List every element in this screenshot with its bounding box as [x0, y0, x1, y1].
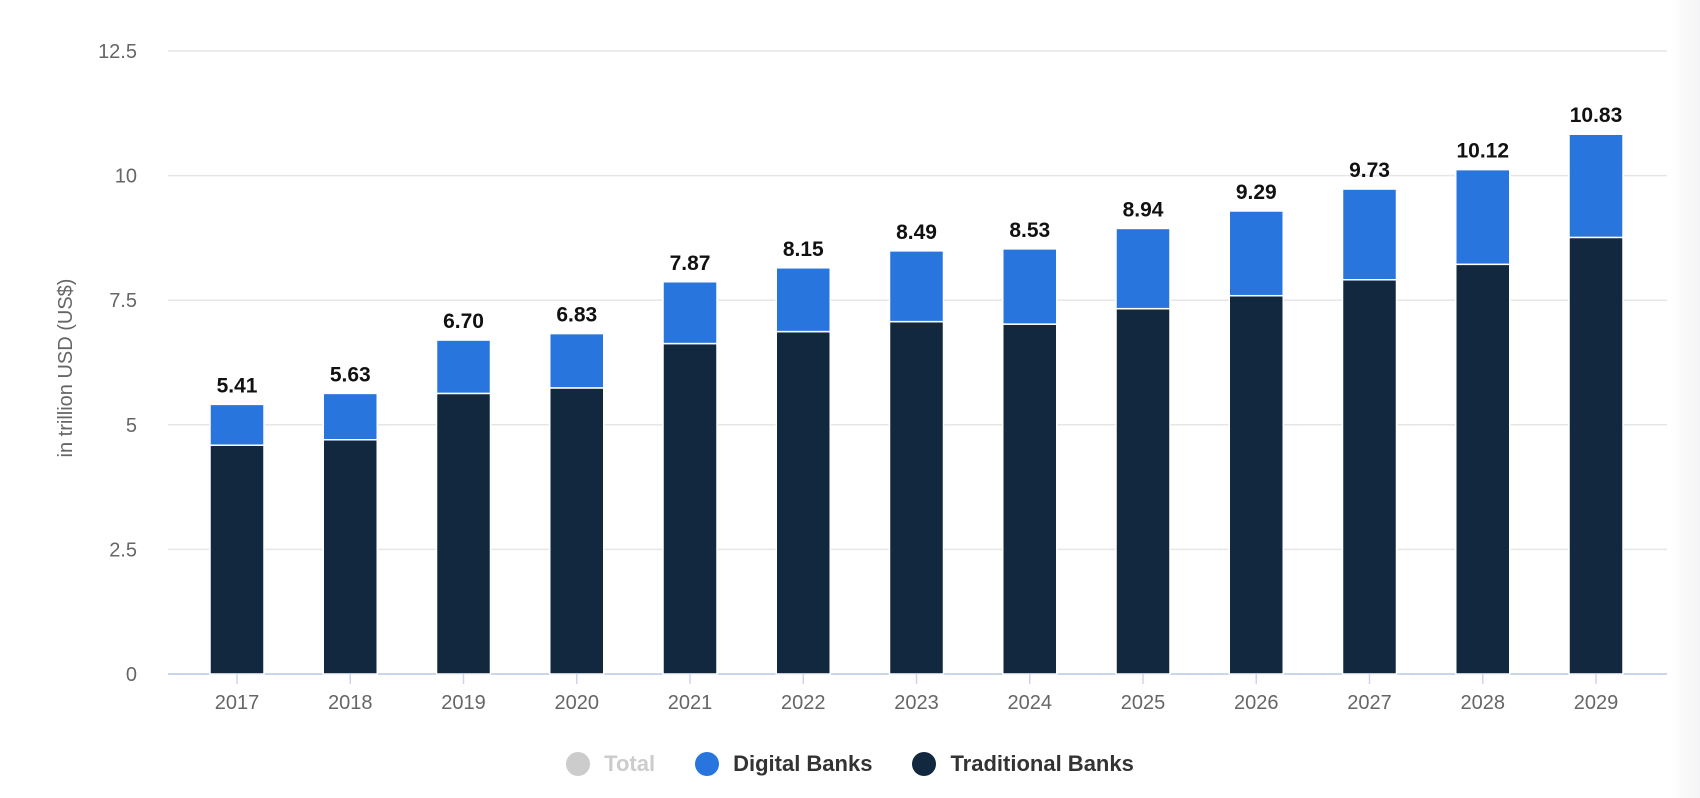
x-tick-label: 2017 — [215, 692, 260, 714]
x-tick-label: 2028 — [1461, 692, 1506, 714]
data-label-2020: 6.83 — [556, 304, 597, 327]
bar-digital-banks-2018 — [322, 392, 378, 441]
bar-digital-banks-2021 — [662, 281, 718, 345]
legend-label-traditional-banks: Traditional Banks — [950, 751, 1134, 776]
data-label-2027: 9.73 — [1349, 159, 1390, 182]
y-tick-label: 10 — [115, 166, 137, 188]
bar-digital-banks-2028 — [1455, 168, 1511, 266]
bar-digital-banks-2024 — [1002, 248, 1058, 325]
x-tick-label: 2021 — [668, 692, 713, 714]
bar-traditional-banks-2029 — [1568, 236, 1624, 675]
data-label-2029: 10.83 — [1570, 104, 1623, 127]
y-axis-ticks: 0 2.5 5 7.5 10 12.5 — [98, 41, 137, 686]
data-label-2023: 8.49 — [896, 221, 937, 244]
bar-traditional-banks-2025 — [1115, 307, 1171, 675]
data-label-2025: 8.94 — [1123, 198, 1164, 221]
x-tick-label: 2023 — [894, 692, 939, 714]
bar-digital-banks-2023 — [888, 250, 945, 323]
bar-digital-banks-2027 — [1341, 188, 1398, 281]
x-tick-label: 2029 — [1574, 692, 1619, 714]
data-label-2017: 5.41 — [217, 374, 258, 397]
bar-traditional-banks-2024 — [1002, 323, 1058, 675]
x-axis-ticks: 2017 2018 2019 2020 2021 2022 2023 2024 2025 2026… — [215, 674, 1619, 714]
x-tick-label: 2027 — [1347, 692, 1392, 714]
bar-traditional-banks-2022 — [775, 330, 831, 675]
traditional-banks-dot-icon — [912, 752, 937, 776]
x-tick-label: 2026 — [1234, 692, 1279, 714]
bar-digital-banks-2017 — [209, 403, 265, 446]
bar-traditional-banks-2023 — [888, 320, 945, 675]
x-tick-label: 2022 — [781, 692, 826, 714]
data-labels: 5.41 5.63 6.70 6.83 7.87 8.15 8.49 8.53 8.94 9.29… — [217, 104, 1623, 397]
bars — [209, 133, 1624, 675]
bar-traditional-banks-2017 — [209, 444, 265, 675]
legend-item-traditional-banks[interactable]: Traditional Banks — [912, 750, 1134, 778]
bar-traditional-banks-2026 — [1228, 294, 1284, 675]
y-tick-label: 2.5 — [109, 539, 137, 561]
data-label-2021: 7.87 — [670, 252, 711, 275]
bar-traditional-banks-2020 — [549, 387, 605, 675]
bar-digital-banks-2022 — [775, 267, 831, 333]
bar-digital-banks-2025 — [1115, 227, 1171, 310]
legend-item-digital-banks[interactable]: Digital Banks — [695, 750, 872, 778]
bar-traditional-banks-2028 — [1455, 263, 1511, 675]
y-tick-label: 0 — [126, 664, 137, 686]
legend-label-digital-banks: Digital Banks — [733, 751, 873, 776]
data-label-2018: 5.63 — [330, 363, 371, 386]
y-tick-label: 12.5 — [98, 41, 137, 63]
x-tick-label: 2024 — [1008, 692, 1053, 714]
data-label-2026: 9.29 — [1236, 181, 1277, 204]
bar-digital-banks-2029 — [1568, 133, 1624, 239]
bar-traditional-banks-2018 — [322, 439, 378, 675]
legend-label-total: Total — [604, 751, 656, 776]
x-tick-label: 2025 — [1121, 692, 1166, 714]
total-dot-icon — [566, 752, 591, 776]
digital-banks-dot-icon — [695, 752, 720, 776]
data-label-2024: 8.53 — [1009, 219, 1050, 242]
y-axis-label: in trillion USD (US$) — [55, 279, 77, 458]
y-tick-label: 7.5 — [109, 290, 137, 312]
legend: Total Digital Banks Traditional Banks — [0, 750, 1700, 778]
bar-digital-banks-2026 — [1228, 210, 1284, 297]
scroll-edge — [1670, 0, 1700, 798]
bar-digital-banks-2019 — [435, 339, 492, 395]
bar-traditional-banks-2021 — [662, 342, 718, 675]
x-tick-label: 2020 — [555, 692, 600, 714]
legend-item-total[interactable]: Total — [566, 750, 655, 778]
data-label-2028: 10.12 — [1456, 140, 1509, 163]
x-tick-label: 2019 — [441, 692, 486, 714]
bar-digital-banks-2020 — [549, 332, 605, 389]
bar-traditional-banks-2019 — [435, 392, 492, 675]
data-label-2019: 6.70 — [443, 310, 484, 333]
x-tick-label: 2018 — [328, 692, 373, 714]
data-label-2022: 8.15 — [783, 238, 824, 261]
bar-traditional-banks-2027 — [1341, 279, 1398, 675]
y-tick-label: 5 — [126, 415, 137, 437]
